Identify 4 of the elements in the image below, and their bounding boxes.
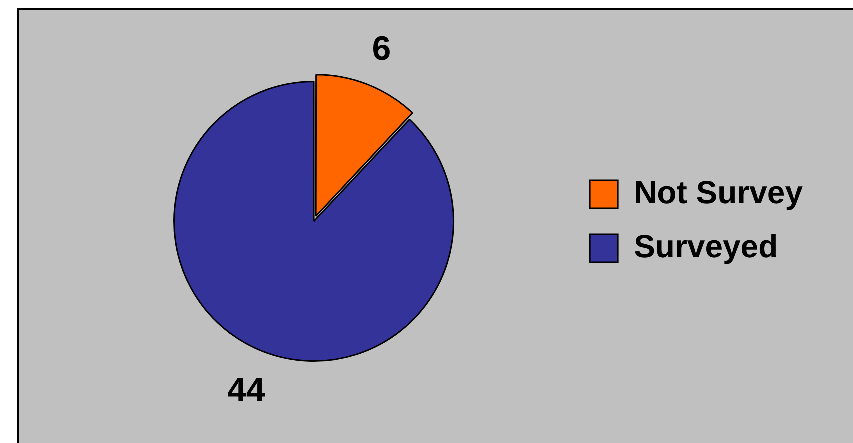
legend-label: Not Survey: [634, 174, 804, 210]
data-label: 44: [227, 372, 266, 410]
data-label: 6: [372, 30, 392, 68]
legend-label: Surveyed: [634, 228, 778, 264]
